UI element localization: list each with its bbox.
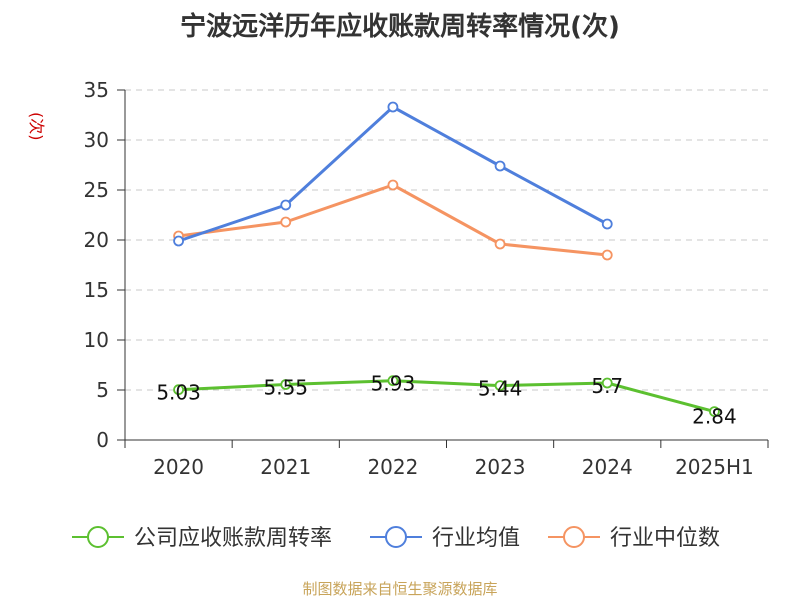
series-lines xyxy=(173,101,720,418)
data-point xyxy=(173,384,184,396)
y-tick-label: 10 xyxy=(84,328,109,352)
y-tick-label: 5 xyxy=(96,378,109,402)
series-line xyxy=(178,105,608,243)
data-labels: 5.03 5.55 5.93 5.44 5.7 2.84 xyxy=(156,372,736,429)
legend: 公司应收账款周转率 行业均值 行业中位数 xyxy=(72,526,720,551)
data-point xyxy=(280,379,292,390)
legend-marker xyxy=(563,526,585,548)
x-tick-label: 2025H1 xyxy=(675,455,754,479)
data-point xyxy=(601,218,613,230)
data-point xyxy=(387,101,399,113)
legend-label: 公司应收账款周转率 xyxy=(134,526,332,551)
data-point xyxy=(494,160,506,172)
data-label: 5.03 xyxy=(156,381,201,405)
data-point xyxy=(387,179,399,191)
data-point xyxy=(709,406,720,418)
chart-title: 宁波远洋历年应收账款周转率情况(次) xyxy=(180,12,620,42)
data-label: 5.44 xyxy=(478,377,523,401)
y-tick-label: 35 xyxy=(84,78,109,102)
data-label: 5.93 xyxy=(371,372,416,396)
x-tick-label: 2024 xyxy=(582,455,633,479)
data-source-note: 制图数据来自恒生聚源数据库 xyxy=(302,580,498,598)
legend-label: 行业均值 xyxy=(432,526,520,551)
series-line xyxy=(178,379,715,414)
x-tick-label: 2022 xyxy=(367,455,418,479)
data-point xyxy=(387,375,399,387)
data-label: 2.84 xyxy=(692,405,737,429)
data-label: 5.7 xyxy=(591,374,623,398)
data-point xyxy=(173,235,184,247)
data-point xyxy=(494,238,506,250)
legend-label: 行业中位数 xyxy=(610,526,720,551)
grid-lines xyxy=(125,89,768,391)
data-point xyxy=(280,216,292,228)
y-tick-label: 30 xyxy=(84,128,109,152)
data-point xyxy=(601,377,613,389)
legend-marker xyxy=(87,526,109,548)
data-point xyxy=(280,199,292,211)
axes: 0 5 10 15 20 25 30 35 2020 2021 2022 2023 2024 2025H1 xyxy=(84,78,769,479)
x-tick-label: 2020 xyxy=(153,455,204,479)
data-label: 5.55 xyxy=(263,376,308,400)
y-tick-label: 15 xyxy=(84,278,109,302)
y-tick-label: 25 xyxy=(84,178,109,202)
y-tick-label: 0 xyxy=(96,428,109,452)
x-tick-label: 2023 xyxy=(475,455,526,479)
x-tick-label: 2021 xyxy=(260,455,311,479)
data-point xyxy=(494,380,506,392)
data-point xyxy=(601,249,613,261)
y-tick-label: 20 xyxy=(84,228,109,252)
legend-marker xyxy=(385,526,407,548)
